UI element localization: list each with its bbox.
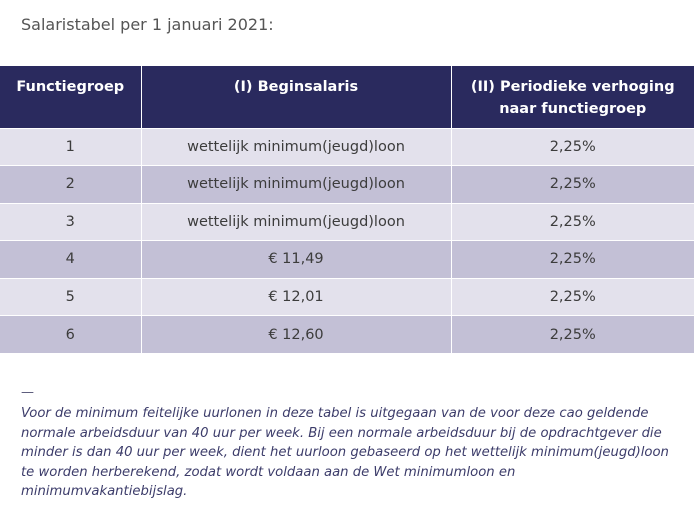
header-label: (I) Beginsalaris (233, 79, 359, 95)
header-periodieke-verhoging: (II) Periodieke verhoging naar functiegr… (451, 66, 694, 128)
table-row: 3 wettelijk minimum(jeugd)loon 2,25% (0, 202, 694, 241)
cell-beginsalaris: € 12,60 (141, 315, 452, 353)
footnote-text: Voor de minimum feitelijke uurlonen in d… (21, 406, 669, 499)
salary-table: Functiegroep (I) Beginsalaris (II) Perio… (0, 66, 694, 353)
header-label: (II) Periodieke verhoging naar functiegr… (470, 79, 675, 117)
cell-verhoging: 2,25% (451, 277, 694, 316)
cell-verhoging: 2,25% (451, 165, 694, 203)
cell-verhoging: 2,25% (451, 202, 694, 241)
cell-beginsalaris: € 12,01 (141, 277, 452, 316)
cell-functiegroep: 2 (0, 165, 142, 203)
cell-functiegroep: 3 (0, 202, 142, 241)
header-functiegroep: Functiegroep (0, 66, 142, 128)
cell-beginsalaris: wettelijk minimum(jeugd)loon (141, 202, 452, 241)
table-header-row: Functiegroep (I) Beginsalaris (II) Perio… (0, 66, 694, 128)
cell-verhoging: 2,25% (451, 127, 694, 166)
table-row: 2 wettelijk minimum(jeugd)loon 2,25% (0, 165, 694, 203)
table-row: 4 € 11,49 2,25% (0, 240, 694, 278)
footnote-marker: — (21, 385, 34, 400)
table-row: 6 € 12,60 2,25% (0, 315, 694, 353)
page-title: Salaristabel per 1 januari 2021: (21, 15, 274, 34)
table-row: 5 € 12,01 2,25% (0, 277, 694, 316)
header-beginsalaris: (I) Beginsalaris (141, 66, 452, 128)
table-row: 1 wettelijk minimum(jeugd)loon 2,25% (0, 127, 694, 166)
cell-verhoging: 2,25% (451, 240, 694, 278)
cell-functiegroep: 5 (0, 277, 142, 316)
cell-functiegroep: 1 (0, 127, 142, 166)
cell-beginsalaris: € 11,49 (141, 240, 452, 278)
cell-beginsalaris: wettelijk minimum(jeugd)loon (141, 165, 452, 203)
cell-functiegroep: 4 (0, 240, 142, 278)
cell-beginsalaris: wettelijk minimum(jeugd)loon (141, 127, 452, 166)
cell-verhoging: 2,25% (451, 315, 694, 353)
header-label: Functiegroep (16, 79, 125, 95)
cell-functiegroep: 6 (0, 315, 142, 353)
